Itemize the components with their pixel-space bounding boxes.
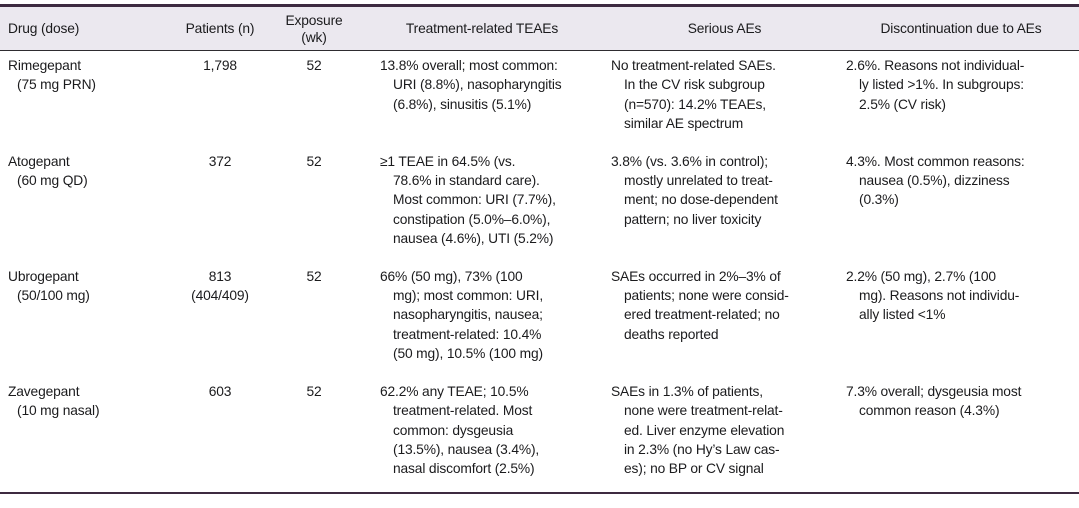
cell-serious-aes: SAEs in 1.3% of patients, none were trea… <box>606 377 843 493</box>
col-header-treatment-related-teaes: Treatment-related TEAEs <box>358 5 606 51</box>
teae-text: 13.8% overall; most common: URI (8.8%), … <box>380 58 562 112</box>
serious-ae-text: SAEs in 1.3% of patients, none were trea… <box>611 383 785 477</box>
cell-discontinuation: 7.3% overall; dysgeusia most common reas… <box>843 377 1079 493</box>
discontinuation-text: 2.6%. Reasons not individual- ly listed … <box>846 58 1025 112</box>
cell-discontinuation: 2.6%. Reasons not individual- ly listed … <box>843 51 1079 147</box>
cell-patients: 1,798 <box>203 58 237 73</box>
table-row-zavegepant: Zavegepant (10 mg nasal) 603 52 62.2% an… <box>0 377 1079 493</box>
cell-teaes: ≥1 TEAE in 64.5% (vs. 78.6% in standard … <box>358 147 606 262</box>
drug-name: Rimegepant (75 mg PRN) <box>8 58 96 93</box>
discontinuation-text: 4.3%. Most common reasons: nausea (0.5%)… <box>846 153 1025 208</box>
cell-exposure: 52 <box>306 153 322 169</box>
drug-name: Ubrogepant (50/100 mg) <box>8 268 90 304</box>
cell-patients: 813 (404/409) <box>191 268 249 304</box>
table-row-atogepant: Atogepant (60 mg QD) 372 52 ≥1 TEAE in 6… <box>0 147 1079 262</box>
drug-name: Zavegepant (10 mg nasal) <box>8 383 100 419</box>
col-header-exposure: Exposure (wk) <box>270 5 358 51</box>
cell-discontinuation: 2.2% (50 mg), 2.7% (100 mg). Reasons not… <box>843 262 1079 377</box>
serious-ae-text: No treatment-related SAEs. In the CV ris… <box>611 58 776 132</box>
cell-exposure: 52 <box>306 58 322 73</box>
cell-teaes: 66% (50 mg), 73% (100 mg); most common: … <box>358 262 606 377</box>
col-header-serious-aes: Serious AEs <box>606 5 843 51</box>
gepant-safety-table: Drug (dose) Patients (n) Exposure (wk) T… <box>0 4 1079 494</box>
safety-table-wrapper: Drug (dose) Patients (n) Exposure (wk) T… <box>0 4 1079 494</box>
teae-text: 66% (50 mg), 73% (100 mg); most common: … <box>380 268 544 362</box>
serious-ae-text: 3.8% (vs. 3.6% in control); mostly unrel… <box>611 153 778 227</box>
cell-exposure: 52 <box>306 268 322 284</box>
table-row-rimegepant: Rimegepant (75 mg PRN) 1,798 52 13.8% ov… <box>0 51 1079 147</box>
serious-ae-text: SAEs occurred in 2%–3% of patients; none… <box>611 268 789 342</box>
cell-patients: 372 <box>208 153 232 169</box>
cell-exposure: 52 <box>306 383 322 399</box>
col-header-discontinuation: Discontinuation due to AEs <box>843 5 1079 51</box>
cell-drug-dose: Rimegepant (75 mg PRN) <box>0 51 170 147</box>
cell-drug-dose: Zavegepant (10 mg nasal) <box>0 377 170 493</box>
table-header-row: Drug (dose) Patients (n) Exposure (wk) T… <box>0 5 1079 51</box>
cell-drug-dose: Ubrogepant (50/100 mg) <box>0 262 170 377</box>
col-header-patients: Patients (n) <box>170 5 270 51</box>
table-row-ubrogepant: Ubrogepant (50/100 mg) 813 (404/409) 52 … <box>0 262 1079 377</box>
cell-drug-dose: Atogepant (60 mg QD) <box>0 147 170 262</box>
cell-teaes: 62.2% any TEAE; 10.5% treatment-related.… <box>358 377 606 493</box>
cell-teaes: 13.8% overall; most common: URI (8.8%), … <box>358 51 606 147</box>
discontinuation-text: 7.3% overall; dysgeusia most common reas… <box>846 383 1022 419</box>
cell-patients: 603 <box>208 383 232 399</box>
cell-discontinuation: 4.3%. Most common reasons: nausea (0.5%)… <box>843 147 1079 262</box>
discontinuation-text: 2.2% (50 mg), 2.7% (100 mg). Reasons not… <box>846 268 1020 323</box>
teae-text: ≥1 TEAE in 64.5% (vs. 78.6% in standard … <box>380 153 556 247</box>
drug-name: Atogepant (60 mg QD) <box>8 153 88 189</box>
teae-text: 62.2% any TEAE; 10.5% treatment-related.… <box>380 383 540 477</box>
col-header-drug-dose: Drug (dose) <box>0 5 170 51</box>
cell-serious-aes: SAEs occurred in 2%–3% of patients; none… <box>606 262 843 377</box>
cell-serious-aes: No treatment-related SAEs. In the CV ris… <box>606 51 843 147</box>
cell-serious-aes: 3.8% (vs. 3.6% in control); mostly unrel… <box>606 147 843 262</box>
